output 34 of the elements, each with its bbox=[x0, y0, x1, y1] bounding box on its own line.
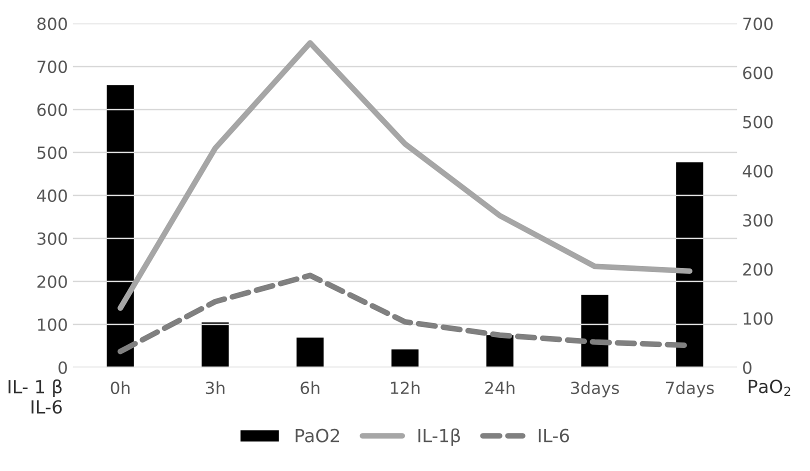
y2-tick-label: 600 bbox=[743, 66, 773, 80]
y2-tick-label: 100 bbox=[744, 312, 773, 325]
y2-axis-title: PaO$_{2}$ bbox=[748, 380, 790, 396]
y2-tick-label: 0 bbox=[743, 361, 752, 374]
x-tick-label: 24h bbox=[485, 381, 514, 394]
bar bbox=[105, 84, 136, 368]
x-tick-label: 6h bbox=[300, 381, 320, 394]
x-tick-label: 3days bbox=[571, 381, 619, 398]
y2-tick-label: 300 bbox=[743, 214, 773, 227]
y-tick-label: 600 bbox=[37, 103, 67, 116]
legend-label: PaO2 bbox=[296, 428, 340, 442]
x-tick-label: 7days bbox=[666, 381, 714, 398]
x-tick-label: 0h bbox=[110, 381, 130, 394]
bar bbox=[295, 336, 326, 368]
y-tick-label: 700 bbox=[38, 60, 67, 74]
legend-label: IL-6 bbox=[538, 428, 570, 442]
y2-tick-label: 400 bbox=[742, 164, 773, 178]
x-tick-label: 12h bbox=[390, 381, 420, 394]
bar bbox=[390, 348, 420, 368]
legend-label: IL-1β bbox=[418, 428, 460, 446]
y-tick-label: 0 bbox=[58, 361, 67, 374]
y2-tick-label: 200 bbox=[743, 263, 773, 276]
y-tick-label: 100 bbox=[38, 318, 67, 331]
y2-tick-label: 700 bbox=[743, 18, 773, 30]
y-tick-label: 300 bbox=[37, 232, 67, 246]
y-tick-label: 400 bbox=[37, 189, 67, 202]
x-tick-label: 3h bbox=[206, 381, 224, 394]
bar bbox=[674, 160, 705, 368]
y-axis-title: IL- 1 β IL-6 bbox=[8, 379, 62, 414]
y-tick-label: 500 bbox=[38, 146, 67, 160]
y-tick-label: 800 bbox=[37, 18, 67, 30]
bar bbox=[200, 321, 230, 368]
y-tick-label: 200 bbox=[37, 275, 67, 288]
y2-tick-label: 500 bbox=[743, 116, 773, 128]
